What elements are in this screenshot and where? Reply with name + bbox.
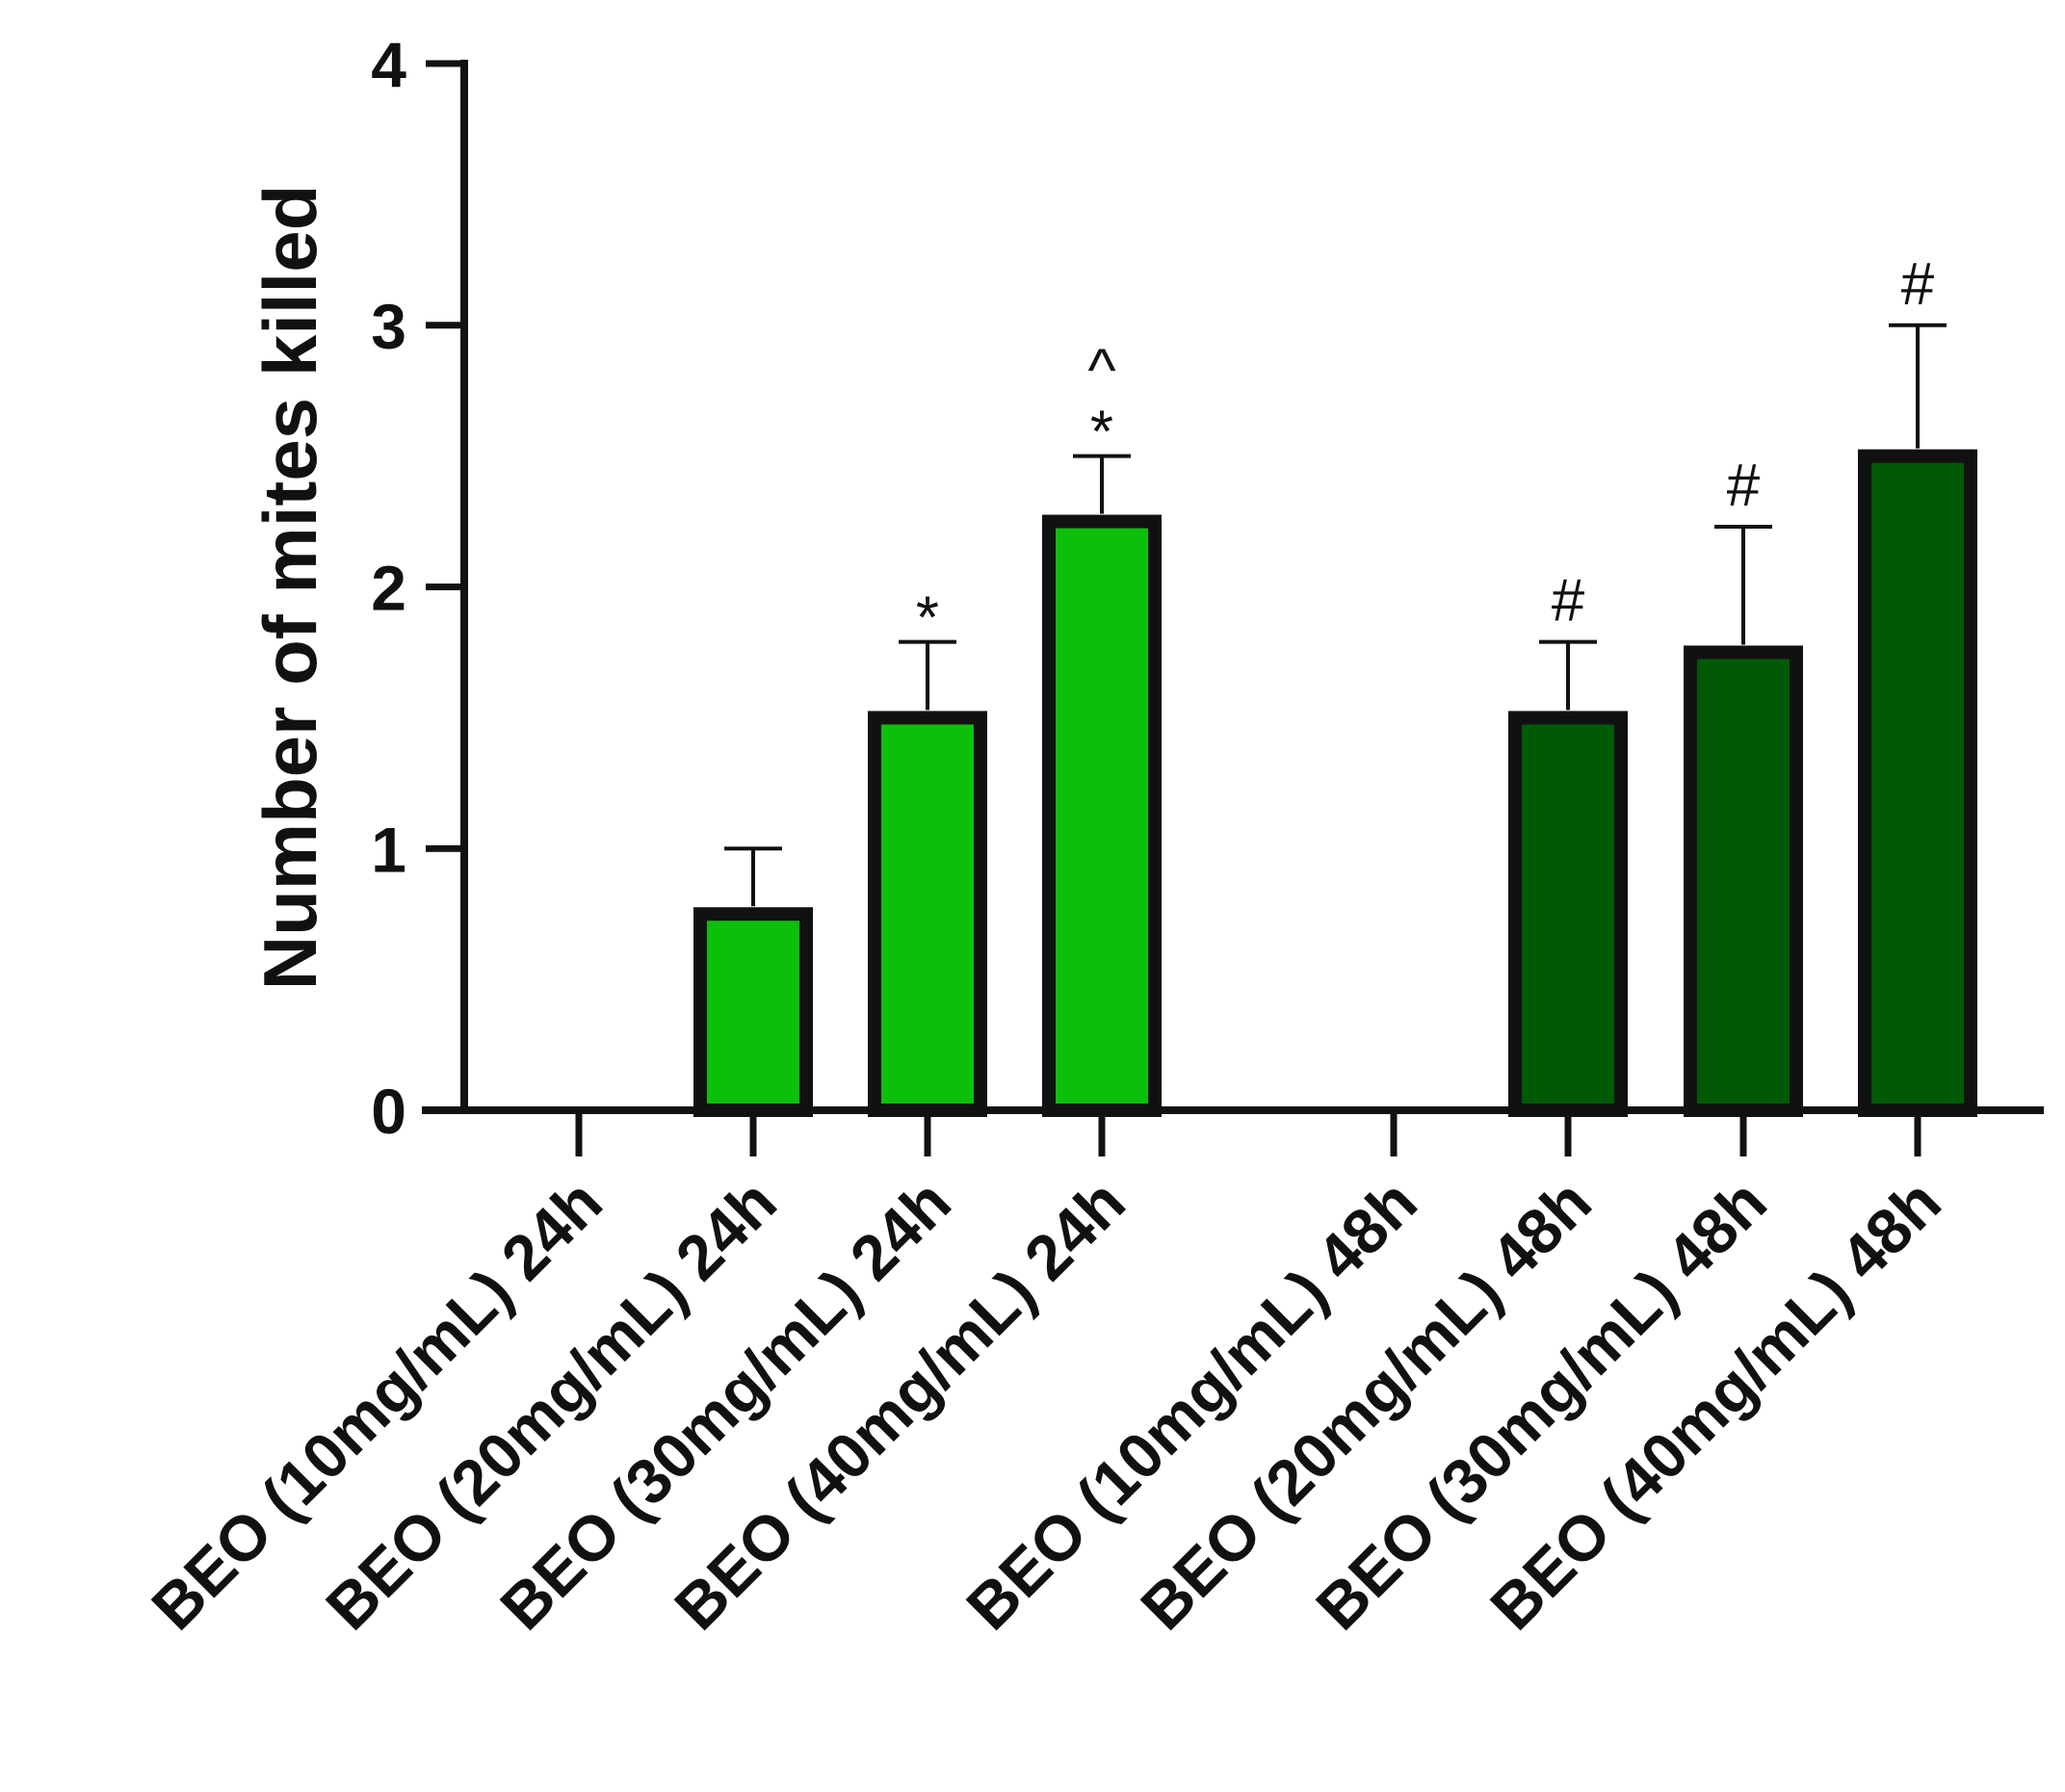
y-tick-label: 0 (371, 1076, 406, 1147)
bar (1858, 449, 1977, 1117)
bar (868, 711, 987, 1117)
significance-annotation: * (1090, 400, 1113, 466)
significance-annotation: * (916, 585, 939, 652)
bar (693, 907, 813, 1117)
error-bars-layer (724, 323, 1947, 907)
y-ticks-layer: 0 1 2 3 4 (371, 29, 464, 1147)
significance-annotation: # (1727, 453, 1761, 519)
bars-layer (693, 449, 1977, 1117)
significance-annotation: ^ (1087, 338, 1115, 404)
y-axis-title: Number of mites killed (248, 185, 332, 991)
annotations-layer: **^### (916, 251, 1935, 652)
bar (1508, 711, 1628, 1117)
y-tick-label: 3 (371, 291, 406, 362)
significance-annotation: # (1901, 251, 1935, 318)
y-tick-label: 4 (371, 29, 406, 100)
bar (1042, 514, 1162, 1117)
significance-annotation: # (1552, 568, 1585, 635)
y-tick-label: 2 (371, 553, 406, 624)
y-tick-label: 1 (371, 814, 406, 885)
bar (1684, 645, 1803, 1117)
